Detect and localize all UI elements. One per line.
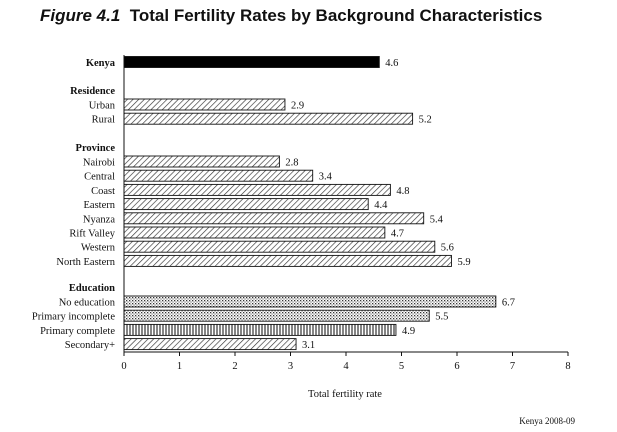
bar [123, 198, 369, 211]
bar [123, 112, 414, 125]
title-text: Total Fertility Rates by Background Char… [129, 6, 543, 25]
x-tick-label: 4 [343, 361, 349, 372]
x-tick-label: 7 [510, 361, 515, 372]
bar [123, 98, 286, 111]
category-label: Primary incomplete [32, 312, 115, 323]
bar [123, 323, 397, 336]
x-tick-label: 2 [232, 361, 237, 372]
value-label: 4.8 [396, 186, 409, 197]
category-label: Nairobi [83, 158, 115, 169]
value-label: 5.9 [457, 257, 470, 268]
category-label: Central [84, 172, 115, 183]
bar [123, 338, 297, 351]
bar [123, 309, 430, 322]
category-label: Rural [92, 115, 115, 126]
x-tick-label: 0 [121, 361, 126, 372]
bar [123, 56, 380, 68]
value-label: 2.9 [291, 101, 304, 112]
bar [123, 212, 425, 225]
bar [123, 240, 436, 253]
figure-label: Figure 4.1 [40, 6, 121, 25]
bar [123, 183, 391, 196]
category-label: Secondary+ [65, 340, 115, 351]
value-label: 6.7 [502, 298, 515, 309]
category-label: Coast [91, 186, 115, 197]
bar [123, 169, 314, 182]
x-tick-label: 5 [399, 361, 404, 372]
category-label: Kenya [86, 58, 116, 69]
value-label: 5.4 [430, 214, 444, 225]
category-label: No education [59, 298, 116, 309]
value-label: 5.5 [435, 312, 448, 323]
value-label: 3.4 [319, 172, 333, 183]
category-label: Primary complete [40, 326, 115, 337]
value-label: 2.8 [285, 158, 298, 169]
value-label: 4.7 [391, 229, 404, 240]
category-label: Eastern [84, 200, 116, 211]
category-label: Rift Valley [69, 229, 115, 240]
x-tick-label: 8 [565, 361, 570, 372]
category-label: North Eastern [56, 257, 115, 268]
x-tick-label: 3 [288, 361, 293, 372]
x-tick-label: 6 [454, 361, 459, 372]
value-label: 4.4 [374, 200, 388, 211]
bar [123, 226, 386, 239]
category-label: Nyanza [83, 214, 115, 225]
chart-title: Figure 4.1 Total Fertility Rates by Back… [40, 6, 600, 26]
group-heading: Province [76, 143, 116, 154]
x-tick-label: 1 [177, 361, 182, 372]
value-label: 4.6 [385, 58, 398, 69]
source-note: Kenya 2008-09 [519, 416, 575, 426]
category-label: Urban [89, 101, 116, 112]
category-label: Western [81, 243, 116, 254]
value-label: 3.1 [302, 340, 315, 351]
value-label: 5.6 [441, 243, 454, 254]
value-label: 5.2 [419, 115, 432, 126]
x-axis-label: Total fertility rate [308, 389, 382, 400]
bar [123, 254, 452, 267]
bar [123, 155, 280, 168]
group-heading: Residence [70, 86, 115, 97]
value-label: 4.9 [402, 326, 415, 337]
bar [123, 295, 497, 308]
group-heading: Education [69, 283, 115, 294]
